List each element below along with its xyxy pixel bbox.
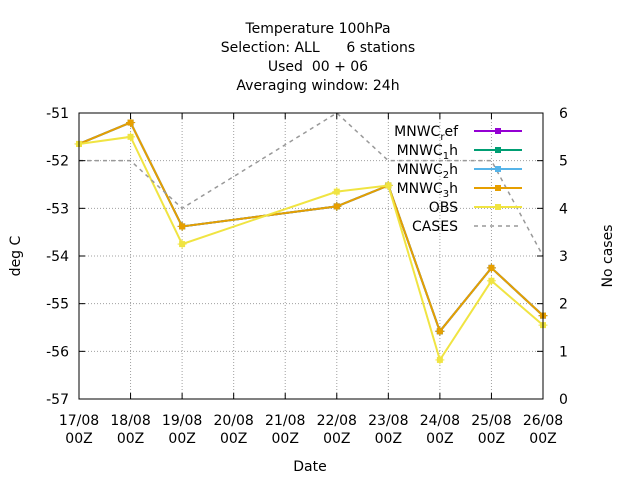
series-line xyxy=(78,121,544,334)
x-tick-label-date: 18/08 xyxy=(110,413,150,429)
legend-item: MNWC1h xyxy=(397,143,522,162)
y2-tick-label: 0 xyxy=(559,392,568,408)
x-tick-label-date: 26/08 xyxy=(523,413,563,429)
x-tick-label-time: 00Z xyxy=(117,431,144,447)
series-line xyxy=(78,121,544,334)
legend-label: CASES xyxy=(412,219,458,235)
x-axis: 17/08 00Z 18/08 00Z 19/08 00Z 20/08 00Z 21/08 00Z… xyxy=(59,113,563,447)
title-line: Temperature 100hPa xyxy=(244,21,390,37)
x-axis-label: Date xyxy=(293,459,326,475)
legend-marker xyxy=(495,204,501,210)
x-tick-label-time: 00Z xyxy=(272,431,299,447)
y2-tick-label: 6 xyxy=(559,106,568,122)
legend-label: MNWCref xyxy=(394,124,459,143)
y-tick-label: -54 xyxy=(46,249,69,265)
y-tick-label: -57 xyxy=(46,392,69,408)
series-line xyxy=(78,121,544,334)
y2-axis-label: No cases xyxy=(600,225,616,288)
x-tick-label-time: 00Z xyxy=(478,431,505,447)
y2-tick-label: 5 xyxy=(559,154,568,170)
legend-marker xyxy=(495,166,501,172)
legend-label: OBS xyxy=(429,200,458,216)
x-tick-label-time: 00Z xyxy=(529,431,556,447)
grid xyxy=(79,113,543,399)
x-tick-label-time: 00Z xyxy=(323,431,350,447)
x-tick-label-date: 20/08 xyxy=(213,413,253,429)
series-5 xyxy=(79,112,544,257)
x-tick-label-time: 00Z xyxy=(168,431,195,447)
legend-item: OBS xyxy=(429,200,522,216)
y2-tick-label: 3 xyxy=(559,249,568,265)
legend-item: MNWC2h xyxy=(397,162,522,181)
legend-label: MNWC1h xyxy=(397,143,458,162)
legend-marker xyxy=(495,185,501,191)
y-tick-label: -56 xyxy=(46,344,69,360)
legend-marker xyxy=(495,147,501,153)
series-line xyxy=(79,112,544,257)
y-tick-label: -53 xyxy=(46,201,69,217)
x-tick-label-date: 19/08 xyxy=(162,413,202,429)
legend-item: CASES xyxy=(412,219,522,235)
x-tick-label-date: 22/08 xyxy=(317,413,357,429)
x-tick-label-time: 00Z xyxy=(426,431,453,447)
legend-label: MNWC3h xyxy=(397,181,458,200)
title-line: Used 00 + 06 xyxy=(268,59,368,75)
y-axis-label: deg C xyxy=(8,235,24,276)
y-tick-label: -52 xyxy=(46,154,69,170)
title-line: Selection: ALL 6 stations xyxy=(221,40,415,56)
series-4 xyxy=(74,132,548,365)
legend-label: MNWC2h xyxy=(397,162,458,181)
series-line xyxy=(78,121,544,334)
x-tick-label-time: 00Z xyxy=(220,431,247,447)
x-tick-label-date: 21/08 xyxy=(265,413,305,429)
series-line xyxy=(78,135,544,363)
chart-title: Temperature 100hPa Selection: ALL 6 stati… xyxy=(221,21,415,94)
y2-axis: 0 1 2 3 4 5 6 xyxy=(537,106,568,408)
x-tick-label-time: 00Z xyxy=(65,431,92,447)
y-tick-label: -55 xyxy=(46,297,69,313)
legend-item: MNWC3h xyxy=(397,181,522,200)
x-tick-label-time: 00Z xyxy=(375,431,402,447)
legend-marker xyxy=(495,128,501,134)
x-tick-label-date: 23/08 xyxy=(368,413,408,429)
y-tick-label: -51 xyxy=(46,106,69,122)
x-tick-label-date: 17/08 xyxy=(59,413,99,429)
y2-tick-label: 4 xyxy=(559,201,568,217)
x-tick-label-date: 25/08 xyxy=(471,413,511,429)
x-tick-label-date: 24/08 xyxy=(420,413,460,429)
legend-item: MNWCref xyxy=(394,124,522,143)
y-axis: -57 -56 -55 -54 -53 -52 -51 xyxy=(46,106,85,408)
y2-tick-label: 1 xyxy=(559,344,568,360)
title-line: Averaging window: 24h xyxy=(236,78,399,94)
y2-tick-label: 2 xyxy=(559,297,568,313)
